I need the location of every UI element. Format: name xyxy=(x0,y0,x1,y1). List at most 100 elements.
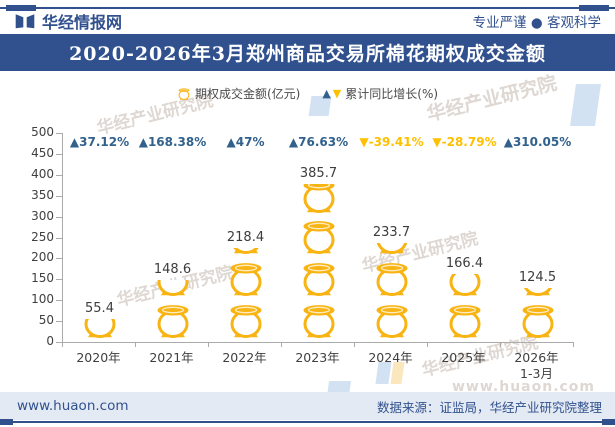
up-triangle-icon: ▲ xyxy=(322,87,331,100)
growth-label: ▼-28.79% xyxy=(432,135,497,149)
growth-label: ▲168.38% xyxy=(138,135,207,149)
y-axis-tick xyxy=(56,321,62,323)
growth-label: ▲310.05% xyxy=(503,135,572,149)
y-axis-tick xyxy=(56,153,62,155)
y-axis-label: 400 xyxy=(31,166,54,181)
gold-pot-icon xyxy=(303,183,334,213)
gold-pot-icon xyxy=(157,305,188,338)
value-label: 166.4 xyxy=(445,255,484,271)
top-divider-cap-right xyxy=(579,5,609,11)
top-divider-cap-left xyxy=(6,5,36,11)
x-axis-tick xyxy=(500,343,501,347)
legend-growth-label: 累计同比增长(%) xyxy=(345,87,439,101)
y-axis-label: 300 xyxy=(31,208,54,223)
chart-legend: 期权成交金额(亿元) ▲ ▼ 累计同比增长(%) xyxy=(0,85,615,102)
legend-item-growth: ▲ ▼ 累计同比增长(%) xyxy=(322,85,438,102)
pot-unit xyxy=(224,258,268,300)
footer-bar: www.huaon.com 数据来源：证监局，华经产业研究院整理 xyxy=(0,392,615,420)
x-axis-tick xyxy=(354,343,355,347)
y-axis-label: 350 xyxy=(31,187,54,202)
pot-unit-partial xyxy=(224,248,268,258)
growth-label: ▲47% xyxy=(226,135,265,149)
pot-unit xyxy=(297,300,341,342)
bar-column: 55.4 xyxy=(63,299,136,342)
chart-title: 2020-2026年3月郑州商品交易所棉花期权成交金额 xyxy=(69,43,546,65)
gold-pot-icon xyxy=(376,242,407,255)
bar-column: 385.7 xyxy=(282,164,355,342)
chart-title-bar: 2020-2026年3月郑州商品交易所棉花期权成交金额 xyxy=(0,34,615,71)
y-axis-tick xyxy=(56,300,62,302)
y-axis-tick xyxy=(56,342,62,343)
brand: 华经情报网 xyxy=(14,9,122,33)
gold-pot-icon xyxy=(522,305,553,338)
down-triangle-icon: ▼ xyxy=(332,87,342,100)
y-axis-tick xyxy=(56,133,62,134)
pot-unit xyxy=(151,300,195,342)
gold-pot-icon xyxy=(376,263,407,297)
bar-column: 124.5 xyxy=(501,268,574,342)
x-axis-tick xyxy=(427,343,428,347)
y-axis-label: 0 xyxy=(46,334,54,348)
down-triangle-icon: ▼ xyxy=(359,135,369,149)
gold-pot-icon xyxy=(84,319,115,338)
pot-unit-partial xyxy=(151,279,195,301)
top-divider-line xyxy=(0,7,615,9)
up-triangle-icon: ▲ xyxy=(138,135,148,149)
up-triangle-icon: ▲ xyxy=(69,135,80,149)
footer-site-url: www.huaon.com xyxy=(17,398,129,414)
header-slogan: 专业严谨 ● 客观科学 xyxy=(472,15,601,31)
pot-unit-partial xyxy=(370,242,414,259)
x-axis-label: 2023年 xyxy=(295,350,340,365)
pot-unit-partial xyxy=(443,273,487,301)
bottom-divider-line xyxy=(0,421,615,423)
pot-unit-partial xyxy=(78,319,122,342)
watermark-url: www.huaon.com xyxy=(452,379,596,395)
pot-unit xyxy=(297,258,341,300)
y-axis-tick xyxy=(56,279,62,281)
y-axis-label: 150 xyxy=(31,271,54,286)
y-axis-tick xyxy=(56,237,62,239)
y-axis-label: 500 xyxy=(31,125,54,139)
growth-label: ▲37.12% xyxy=(69,135,130,149)
huajing-logo-icon xyxy=(14,11,36,31)
gold-pot-icon xyxy=(178,87,190,100)
bar-column: 233.7 xyxy=(355,223,428,342)
pot-unit xyxy=(297,217,341,259)
pot-unit-partial xyxy=(516,287,560,300)
footer-data-source: 数据来源：证监局，华经产业研究院整理 xyxy=(376,399,602,415)
gold-pot-icon xyxy=(376,305,407,338)
pot-unit xyxy=(370,300,414,342)
bottom-divider-cap-left xyxy=(0,419,13,425)
down-triangle-icon: ▼ xyxy=(432,135,442,149)
legend-item-volume: 期权成交金额(亿元) xyxy=(177,85,300,102)
y-axis-label: 250 xyxy=(31,229,54,244)
plot-area: 55.4 ▲37.12% 148.6 ▲168.38% 218.4 ▲47% xyxy=(62,133,574,343)
pot-unit xyxy=(516,300,560,342)
bar-column: 166.4 xyxy=(428,254,501,342)
pot-unit xyxy=(443,300,487,342)
legend-volume-label: 期权成交金额(亿元) xyxy=(194,87,301,101)
gold-pot-icon xyxy=(523,287,552,297)
pot-unit xyxy=(224,300,268,342)
x-axis-label: 2024年 xyxy=(368,350,413,365)
x-axis-label: 2021年 xyxy=(149,350,194,365)
x-axis-label: 2026年 1-3月 xyxy=(514,350,559,381)
value-label: 148.6 xyxy=(153,261,192,277)
value-label: 55.4 xyxy=(85,301,114,317)
x-axis-tick xyxy=(573,343,574,347)
gold-pot-icon xyxy=(230,305,261,338)
brand-name: 华经情报网 xyxy=(42,13,123,32)
value-label: 124.5 xyxy=(518,269,557,285)
gold-pot-icon xyxy=(449,305,480,338)
value-label: 385.7 xyxy=(299,165,338,181)
y-axis-tick xyxy=(56,258,62,260)
pot-unit-partial xyxy=(297,183,341,217)
y-axis-label: 50 xyxy=(38,313,54,328)
y-axis-label: 450 xyxy=(31,145,54,160)
growth-label: ▲76.63% xyxy=(288,135,349,149)
gold-pot-icon xyxy=(303,305,334,338)
up-triangle-icon: ▲ xyxy=(503,135,513,149)
up-triangle-icon: ▲ xyxy=(288,135,299,149)
